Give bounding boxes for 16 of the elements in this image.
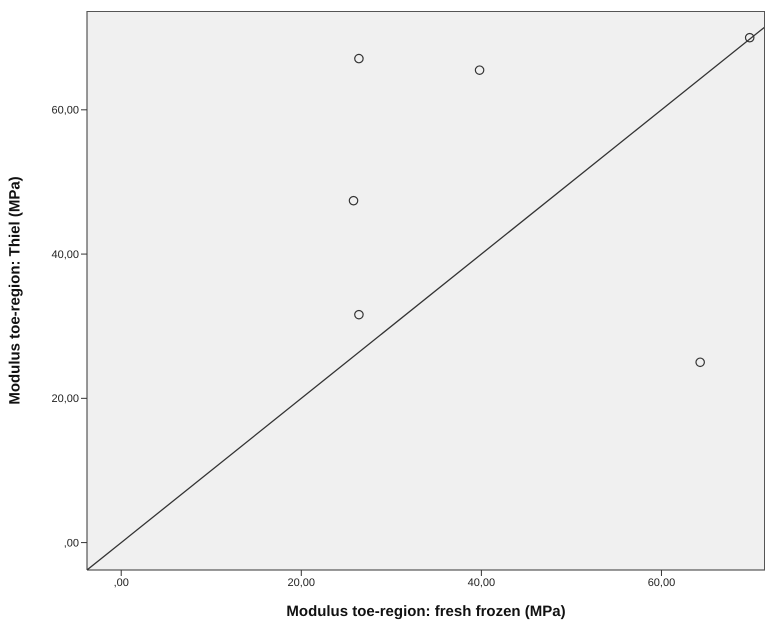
x-tick-label: 60,00 [648,576,676,589]
x-tick-label: 20,00 [288,576,316,589]
y-tick-label: ,00 [64,537,79,550]
y-tick-label: 40,00 [51,248,79,261]
point [348,196,358,206]
point [695,357,705,368]
point [744,32,754,42]
point [354,310,364,320]
x-tick-label: ,00 [114,576,129,589]
y-tick-label: 20,00 [51,393,79,406]
x-tick-label: 40,00 [468,576,496,589]
x-axis-title: Modulus toe-region: fresh frozen (MPa) [286,603,566,620]
y-tick-label: 60,00 [51,104,79,117]
point [354,54,364,64]
point [474,65,484,75]
y-axis-title: Modulus toe-region: Thiel (MPa) [6,176,24,405]
